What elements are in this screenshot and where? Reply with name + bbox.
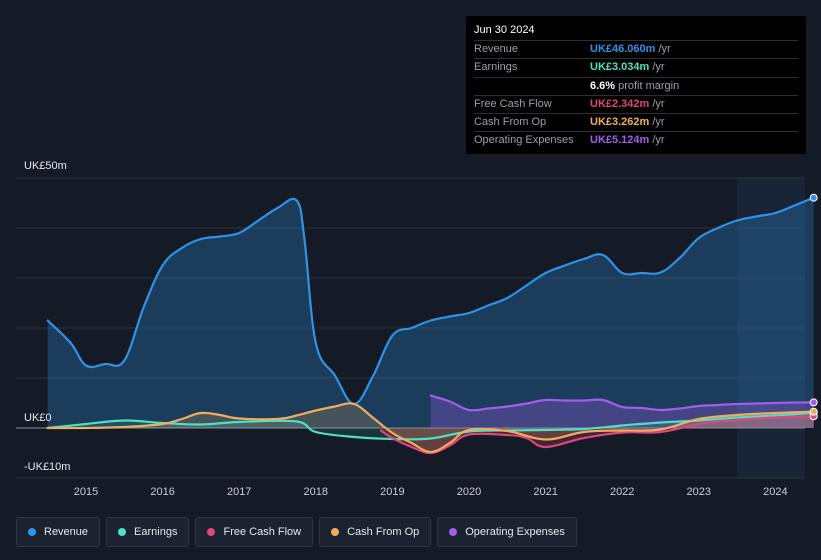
tooltip-row-value: UK£46.060m <box>590 43 656 55</box>
tooltip-row-unit: /yr <box>652 116 665 129</box>
tooltip-panel: Jun 30 2024 Revenue UK£46.060m/yr Earnings… <box>466 16 806 154</box>
tooltip-row-unit: /yr <box>652 97 665 110</box>
x-tick-label: 2016 <box>150 486 174 498</box>
x-tick-label: 2020 <box>457 486 481 498</box>
x-tick-label: 2023 <box>687 486 711 498</box>
tooltip-row: 6.6% profit margin <box>474 76 798 95</box>
y-tick-label: -UK£10m <box>24 461 70 473</box>
free-cash-flow-line <box>379 415 815 455</box>
revenue-line <box>46 196 815 406</box>
cash-from-op-line <box>46 402 815 454</box>
tooltip-row-value: UK£3.034m <box>590 61 650 74</box>
operating-expenses-end-point <box>809 398 818 407</box>
tooltip-row-unit: profit margin <box>618 79 680 92</box>
tooltip-date: Jun 30 2024 <box>474 24 535 36</box>
revenue-area <box>47 197 814 428</box>
x-tick-label: 2021 <box>533 486 557 498</box>
tooltip-row-label: Cash From Op <box>474 116 547 129</box>
legend-item-label: Earnings <box>134 526 178 538</box>
legend-dot-icon <box>449 528 458 536</box>
tooltip-row: Cash From Op UK£3.262m/yr <box>474 113 798 131</box>
gridlines <box>16 177 805 479</box>
tooltip-row-unit: /yr <box>652 61 665 74</box>
legend-item-earnings[interactable]: Earnings <box>106 517 190 547</box>
series-end-points <box>809 193 818 421</box>
revenue-end-point <box>809 193 818 202</box>
legend-dot-icon <box>207 528 216 536</box>
earnings-area <box>47 412 814 440</box>
x-tick-label: 2024 <box>763 486 787 498</box>
legend-item-label: Cash From Op <box>347 526 420 538</box>
tooltip-row-label: Operating Expenses <box>474 134 574 147</box>
tooltip-row: Operating Expenses UK£5.124m/yr <box>474 131 798 149</box>
legend-dot-icon <box>331 528 340 536</box>
legend-dot-icon <box>28 528 36 536</box>
y-axis-labels: UK£50m UK£0 -UK£10m <box>24 160 70 473</box>
operating-expenses-line <box>429 394 815 412</box>
tooltip-row: Earnings UK£3.034m/yr <box>474 58 798 76</box>
legend-item-label: Revenue <box>44 526 89 538</box>
tooltip-row-value: 6.6% <box>590 79 616 92</box>
legend: Revenue Earnings Free Cash Flow Cash From O… <box>16 517 577 547</box>
tooltip-row-value: UK£5.124m <box>590 134 650 147</box>
x-tick-label: 2022 <box>610 486 634 498</box>
tooltip-row-label: Revenue <box>474 43 519 55</box>
legend-item-operating-expenses[interactable]: Operating Expenses <box>437 517 577 547</box>
x-tick-label: 2018 <box>304 486 328 498</box>
y-tick-label: UK£0 <box>24 412 52 424</box>
tooltip-row-label <box>474 78 590 95</box>
cash-from-op-area <box>47 403 814 452</box>
tooltip-row: Revenue UK£46.060m/yr <box>474 40 798 58</box>
tooltip-row-label: Earnings <box>474 61 518 74</box>
legend-item-revenue[interactable]: Revenue <box>16 517 101 547</box>
series-lines <box>46 196 815 455</box>
legend-dot-icon <box>118 528 127 536</box>
x-tick-label: 2019 <box>380 486 404 498</box>
cash-from-op-end-point <box>809 407 818 416</box>
tooltip-row-unit: /yr <box>652 134 665 147</box>
tooltip-rows: Revenue UK£46.060m/yr Earnings UK£3.034m/yr… <box>474 40 798 150</box>
legend-item-free-cash-flow[interactable]: Free Cash Flow <box>195 517 314 547</box>
tooltip-row-label: Free Cash Flow <box>474 97 552 110</box>
legend-item-label: Free Cash Flow <box>223 526 302 538</box>
x-axis-labels: 2015 2016 2017 2018 2019 2020 2021 2022 2023 2024 <box>74 486 788 498</box>
legend-item-label: Operating Expenses <box>465 526 565 538</box>
tooltip-row-value: UK£3.262m <box>590 116 650 129</box>
tooltip-row: Free Cash Flow UK£2.342m/yr <box>474 94 798 113</box>
x-tick-label: 2017 <box>227 486 251 498</box>
tooltip-row-value: UK£2.342m <box>590 97 650 110</box>
legend-item-cash-from-op[interactable]: Cash From Op <box>319 517 432 547</box>
x-tick-label: 2015 <box>74 486 98 498</box>
series-areas <box>47 197 814 454</box>
tooltip-row-unit: /yr <box>658 43 671 55</box>
y-tick-label: UK£50m <box>24 160 67 172</box>
